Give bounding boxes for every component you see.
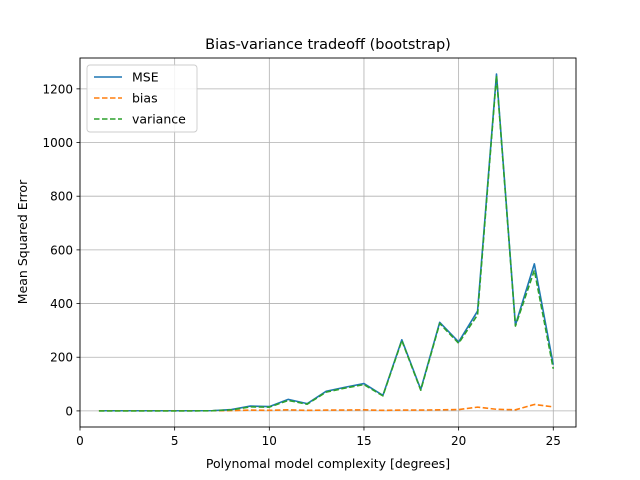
series-line-bias bbox=[98, 403, 554, 412]
y-tick-label: 800 bbox=[50, 190, 73, 204]
x-tick-label: 20 bbox=[451, 434, 466, 448]
legend: MSE bias variance bbox=[86, 64, 198, 133]
y-tick-label: 0 bbox=[65, 404, 73, 418]
axis-ticks: 0 5 10 15 20 25 0 200 400 600 800 1000 1200 bbox=[42, 82, 560, 448]
series-line-variance bbox=[98, 74, 555, 412]
legend-box bbox=[86, 64, 198, 133]
legend-label-bias: bias bbox=[132, 91, 158, 106]
y-tick-label: 400 bbox=[50, 297, 73, 311]
y-axis-label: Mean Squared Error bbox=[15, 179, 30, 304]
y-tick-label: 1200 bbox=[42, 82, 73, 96]
x-tick-label: 25 bbox=[546, 434, 561, 448]
plot-area-frame bbox=[79, 57, 577, 428]
series-lines bbox=[98, 73, 555, 412]
chart-title: Bias-variance tradeoff (bootstrap) bbox=[205, 37, 451, 53]
x-tick-label: 10 bbox=[262, 434, 277, 448]
grid bbox=[79, 58, 576, 427]
x-tick-label: 15 bbox=[356, 434, 371, 448]
legend-label-variance: variance bbox=[132, 112, 186, 127]
legend-label-MSE: MSE bbox=[132, 70, 159, 85]
x-axis-label: Polynomal model complexity [degrees] bbox=[206, 456, 450, 471]
y-tick-label: 1000 bbox=[42, 136, 73, 150]
x-tick-label: 0 bbox=[76, 434, 84, 448]
x-tick-label: 5 bbox=[171, 434, 179, 448]
y-tick-label: 200 bbox=[50, 351, 73, 365]
y-tick-label: 600 bbox=[50, 243, 73, 257]
